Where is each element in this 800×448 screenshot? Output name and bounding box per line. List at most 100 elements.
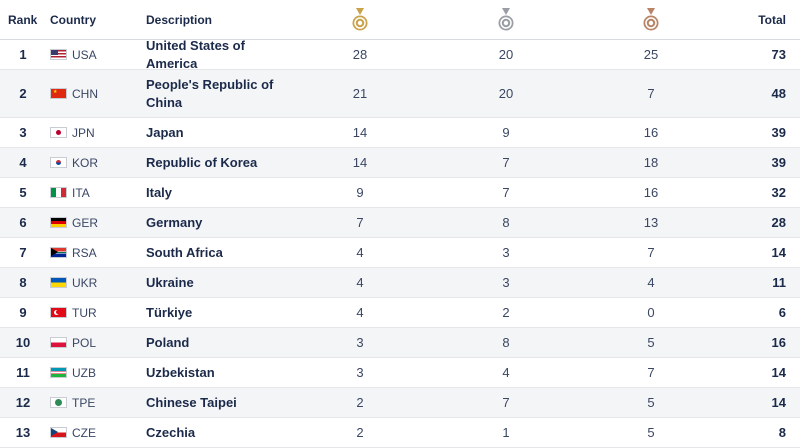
country-cell: JPN	[50, 118, 140, 147]
table-row[interactable]: 2 ★ CHN People's Republic of China 21 20 7 48	[0, 70, 800, 118]
country-name[interactable]: Uzbekistan	[146, 364, 215, 380]
rank-cell: 9	[19, 305, 27, 320]
rank-cell: 5	[19, 185, 27, 200]
country-cell: UKR	[50, 268, 140, 297]
table-row[interactable]: 10 POL Poland 3 8 5 16	[0, 328, 800, 358]
rank-header[interactable]: Rank	[8, 12, 38, 27]
total-count: 39	[771, 155, 786, 170]
silver-count: 20	[498, 47, 514, 62]
rank-cell: 6	[19, 215, 27, 230]
table-row[interactable]: 7 RSA South Africa 4 3 7 14	[0, 238, 800, 268]
rank-cell: 4	[19, 155, 27, 170]
flag-kor-icon	[50, 157, 67, 168]
gold-count: 2	[356, 395, 364, 410]
flag-cze-icon	[50, 427, 67, 438]
table-row[interactable]: 4 KOR Republic of Korea 14 7 18 39	[0, 148, 800, 178]
table-row[interactable]: 13 CZE Czechia 2 1 5 8	[0, 418, 800, 448]
table-row[interactable]: 5 ITA Italy 9 7 16 32	[0, 178, 800, 208]
total-count: 8	[778, 425, 786, 440]
country-cell: TPE	[50, 388, 140, 417]
silver-header[interactable]	[466, 0, 546, 39]
country-name[interactable]: Japan	[146, 124, 184, 140]
bronze-header[interactable]	[611, 0, 691, 39]
rank-cell: 7	[19, 245, 27, 260]
table-row[interactable]: 9 TUR Türkiye 4 2 0 6	[0, 298, 800, 328]
country-code: CZE	[72, 425, 96, 440]
silver-medal-icon	[498, 7, 514, 30]
silver-count: 9	[502, 125, 510, 140]
country-cell: USA	[50, 40, 140, 69]
silver-count: 7	[502, 185, 510, 200]
rank-cell: 3	[19, 125, 27, 140]
country-name[interactable]: Ukraine	[146, 274, 194, 290]
silver-count: 3	[502, 275, 510, 290]
total-count: 14	[771, 365, 786, 380]
rank-cell: 1	[19, 47, 27, 62]
country-name[interactable]: Poland	[146, 334, 190, 350]
rank-cell: 10	[15, 335, 31, 350]
table-row[interactable]: 6 GER Germany 7 8 13 28	[0, 208, 800, 238]
bronze-count: 7	[647, 365, 655, 380]
country-name[interactable]: Türkiye	[146, 304, 193, 320]
gold-header[interactable]	[320, 0, 400, 39]
table-row[interactable]: 12 TPE Chinese Taipei 2 7 5 14	[0, 388, 800, 418]
table-row[interactable]: 11 UZB Uzbekistan 3 4 7 14	[0, 358, 800, 388]
total-count: 39	[771, 125, 786, 140]
table-header: Rank Country Description	[0, 0, 800, 40]
country-code: UKR	[72, 275, 98, 290]
bronze-count: 25	[643, 47, 659, 62]
country-code: UZB	[72, 365, 96, 380]
bronze-count: 5	[647, 335, 655, 350]
table-row[interactable]: 1 USA United States of America 28 20 25 73	[0, 37, 800, 71]
bronze-count: 5	[647, 395, 655, 410]
silver-count: 3	[502, 245, 510, 260]
gold-count: 3	[356, 335, 364, 350]
gold-count: 14	[352, 155, 368, 170]
total-count: 32	[771, 185, 786, 200]
gold-count: 28	[352, 47, 368, 62]
flag-uzb-icon	[50, 367, 67, 378]
bronze-count: 13	[643, 215, 659, 230]
country-name[interactable]: Germany	[146, 214, 203, 230]
total-count: 6	[778, 305, 786, 320]
rank-cell: 11	[16, 365, 30, 380]
country-cell: POL	[50, 328, 140, 357]
country-name[interactable]: People's Republic of China	[146, 76, 274, 110]
rank-cell: 13	[15, 425, 31, 440]
total-header[interactable]: Total	[758, 12, 786, 27]
flag-jpn-icon	[50, 127, 67, 138]
country-cell: ★ CHN	[50, 70, 140, 117]
flag-ger-icon	[50, 217, 67, 228]
table-row[interactable]: 8 UKR Ukraine 4 3 4 11	[0, 268, 800, 298]
flag-ukr-icon	[50, 277, 67, 288]
table-row[interactable]: 3 JPN Japan 14 9 16 39	[0, 118, 800, 148]
country-code: TUR	[72, 305, 97, 320]
flag-pol-icon	[50, 337, 67, 348]
country-name[interactable]: Italy	[146, 184, 173, 200]
country-header[interactable]: Country	[50, 12, 96, 27]
gold-count: 2	[356, 425, 364, 440]
country-name[interactable]: South Africa	[146, 244, 223, 260]
bronze-count: 7	[647, 245, 655, 260]
country-name[interactable]: Republic of Korea	[146, 154, 258, 170]
rank-cell: 12	[15, 395, 31, 410]
gold-count: 4	[356, 245, 364, 260]
silver-count: 8	[502, 215, 510, 230]
silver-count: 1	[502, 425, 510, 440]
silver-count: 4	[502, 365, 510, 380]
country-name[interactable]: Chinese Taipei	[146, 394, 237, 410]
total-count: 11	[772, 275, 786, 290]
country-code: CHN	[72, 86, 98, 101]
flag-rsa-icon	[50, 247, 67, 258]
gold-count: 14	[352, 125, 368, 140]
country-code: POL	[72, 335, 97, 350]
silver-count: 8	[502, 335, 510, 350]
silver-count: 7	[502, 155, 510, 170]
bronze-count: 18	[643, 155, 659, 170]
bronze-count: 0	[647, 305, 655, 320]
country-cell: UZB	[50, 358, 140, 387]
country-name[interactable]: United States of America	[146, 37, 245, 71]
description-header[interactable]: Description	[146, 12, 213, 27]
country-name[interactable]: Czechia	[146, 424, 196, 440]
